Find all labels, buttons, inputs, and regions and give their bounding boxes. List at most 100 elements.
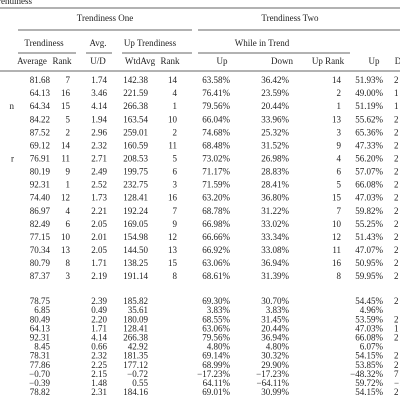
summary-cell: 2 [394,332,399,342]
summary-cell: −0.39 [29,378,50,388]
summary-cell: 0.49 [91,305,107,315]
cell: 11 [61,153,70,163]
summary-cell: 69.14% [202,351,230,361]
cell: 7 [173,206,178,216]
summary-cell: −1 [394,378,400,388]
cell: 2 [394,140,399,150]
summary-cell: 30.70% [261,296,289,306]
group-header: Trendiness Two [261,13,319,23]
cell: 3 [337,127,342,137]
summary-cell: 4.80% [207,342,231,352]
cell: 192.24 [123,206,148,216]
cell: 5 [173,153,178,163]
cell: 47.07% [355,245,383,255]
cell: 66.92% [202,245,230,255]
summary-cell: 54.15% [355,351,383,361]
sub-header: Avg. [89,38,106,48]
cell: 10 [61,232,71,242]
cell: 31.39% [261,271,289,281]
cell: 5 [337,180,342,190]
cell: 1 [66,180,71,190]
cell: 15 [61,101,71,111]
summary-cell: 180.09 [123,314,148,324]
cell: 4 [337,153,342,163]
summary-cell: 2.25 [91,360,107,370]
cell: 11 [332,245,341,255]
cell: 169.05 [123,219,148,229]
cell: 80.79 [30,258,51,268]
summary-cell: −17.23% [197,369,230,379]
summary-cell: 92.31 [30,332,50,342]
summary-cell: 64.11% [203,378,231,388]
cell: 160.59 [123,140,148,150]
cell: 56.20% [355,153,383,163]
summary-cell: 20.44% [261,323,289,333]
cell: 138.25 [123,258,148,268]
column-header: Rank [53,56,72,66]
cell: 47.33% [355,140,383,150]
cell: 8 [173,271,178,281]
summary-cell: 2 [394,360,399,370]
row-label: n [10,101,15,111]
summary-cell: 54.15% [355,387,383,397]
cell: 2 [394,258,399,268]
cell: 74.40 [30,193,51,203]
cell: 14 [168,75,178,85]
summary-cell: 7 [394,369,399,379]
cell: 59.95% [355,271,383,281]
summary-cell: 128.41 [123,323,148,333]
cell: 87.52 [30,127,50,137]
cell: 144.50 [123,245,148,255]
cell: 64.13 [30,88,51,98]
cell: 4.14 [91,101,107,111]
summary-cell: 2.39 [91,296,107,306]
cell: 23.59% [261,88,289,98]
cell: 2.32 [91,140,107,150]
cell: 1.94 [91,114,107,124]
cell: 70.34 [30,245,51,255]
cell: 2.96 [91,127,107,137]
cell: 12 [168,232,177,242]
cell: 55.25% [355,219,383,229]
cell: 87.37 [30,271,51,281]
cell: 69.12 [30,140,50,150]
cell: 66.98% [202,219,230,229]
cell: 6 [173,167,178,177]
cell: 26.98% [261,153,289,163]
cell: 1.73 [91,193,107,203]
cell: 1 [173,101,178,111]
column-header: WtdAvg [125,56,156,66]
cell: 65.36% [355,127,383,137]
cell: 49.00% [355,88,383,98]
cell: 191.14 [123,271,148,281]
cell: 10 [168,114,178,124]
summary-cell: 47.03% [355,323,383,333]
summary-cell: 30.99% [261,387,289,397]
cell: 79.56% [202,101,230,111]
summary-cell: −64.11% [257,378,290,388]
summary-cell: 69.30% [202,296,230,306]
caption: rendiness [0,0,32,6]
cell: 2 [394,245,399,255]
cell: 3.46 [91,88,107,98]
summary-cell: 2 [394,351,399,361]
cell: 2 [394,114,399,124]
summary-cell: 177.12 [123,360,148,370]
sub-header: While in Trend [235,38,290,48]
cell: 15 [168,258,178,268]
cell: 1 [394,101,399,111]
cell: 33.96% [261,114,289,124]
summary-cell: 78.82 [30,387,50,397]
summary-cell: 69.01% [202,387,230,397]
cell: 33.02% [261,219,289,229]
cell: 12 [61,193,70,203]
cell: 128.41 [123,193,148,203]
cell: 1 [337,101,342,111]
cell: 36.42% [261,75,289,85]
summary-cell: 36.94% [261,332,289,342]
cell: 16 [168,193,178,203]
summary-cell: 53.59% [355,314,383,324]
cell: 33.08% [261,245,289,255]
summary-cell: −0.70 [29,369,50,379]
summary-cell: 1 [394,323,399,333]
